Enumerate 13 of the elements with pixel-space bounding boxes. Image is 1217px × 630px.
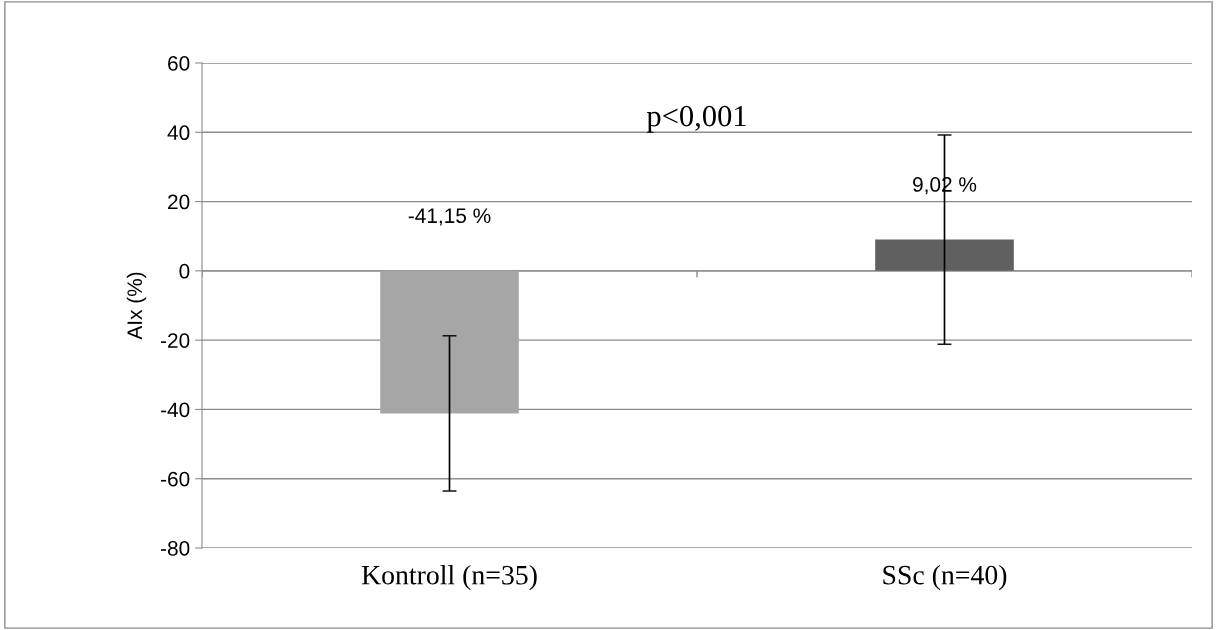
y-tick-label: 40 (167, 125, 190, 141)
y-tick-label: 0 (179, 263, 190, 279)
y-tick-label: -80 (161, 541, 190, 556)
x-tick-label: Kontroll (n=35) (361, 564, 537, 591)
y-tick-label: -40 (161, 402, 190, 418)
y-axis-title: AIx (%) (126, 272, 147, 340)
data-label: -41,15 % (408, 208, 491, 226)
y-tick-label: -60 (161, 471, 190, 487)
x-tick-label: SSc (n=40) (883, 564, 1007, 591)
y-tick-label: -20 (161, 333, 190, 348)
y-tick-label: 20 (168, 194, 190, 210)
annotation: p<0,001 (646, 105, 746, 133)
y-tick-label: 60 (168, 56, 190, 71)
